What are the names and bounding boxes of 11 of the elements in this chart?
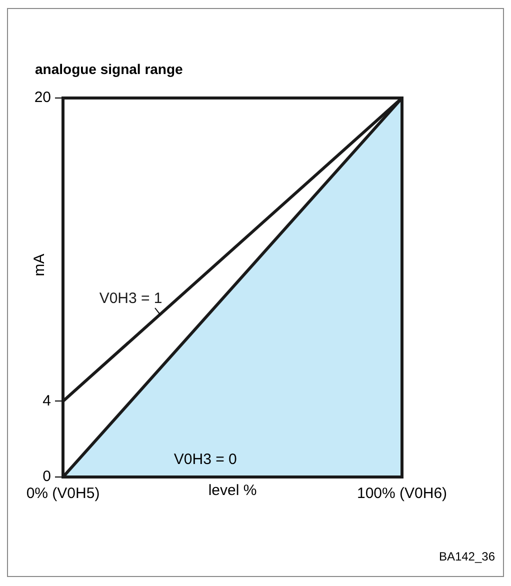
chart-title: analogue signal range [35,60,184,77]
y-tick-label: 4 [42,392,51,410]
y-tick-label: 20 [34,89,51,106]
x-tick-label: 0% (V0H5) [26,485,100,502]
text: BA142_36 [438,549,496,564]
y-axis-title: mA [31,254,48,276]
series-label: V0H3 = 0 [174,451,237,468]
x-axis-title: level % [208,482,257,500]
series-label: V0H3 = 1 [99,290,162,308]
y-tick-label: 0 [42,468,51,486]
x-tick-label: 100% (V0H6) [356,485,448,502]
